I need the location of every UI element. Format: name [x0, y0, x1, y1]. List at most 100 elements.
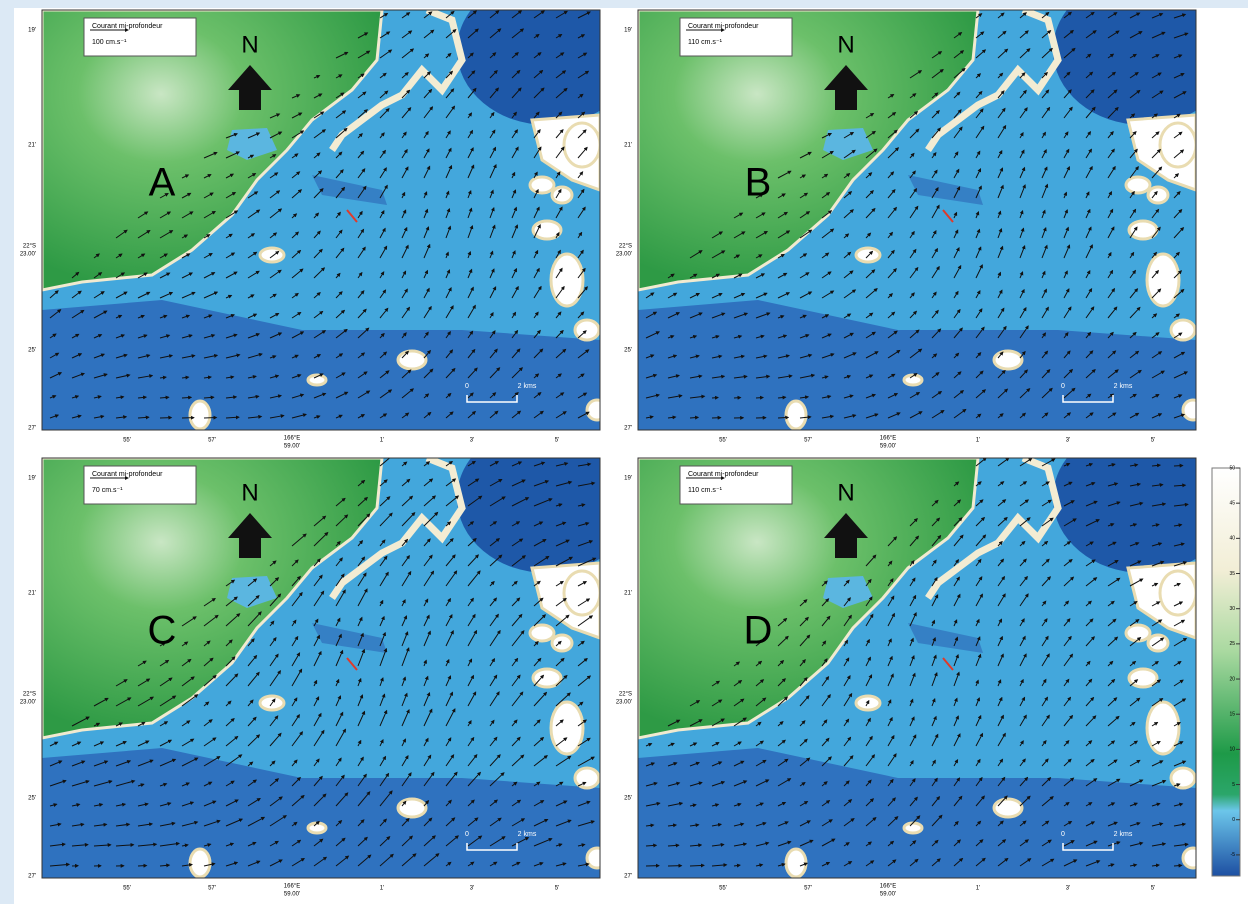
- reef-island: [551, 254, 583, 306]
- current-arrow: [756, 397, 763, 398]
- scale-start: 0: [465, 831, 469, 838]
- x-tick-label: 57': [804, 438, 812, 444]
- x-tick-label: 5': [1151, 886, 1155, 892]
- x-tick-label: 166°E: [880, 884, 896, 890]
- colorbar-tick-label: 35: [1229, 571, 1235, 577]
- reef-island: [786, 849, 806, 877]
- deep-basin: [1053, 423, 1233, 573]
- x-tick-label: 57': [208, 438, 216, 444]
- y-tick-label: 27': [28, 426, 36, 432]
- x-tick-label: 166°E: [284, 436, 300, 442]
- x-tick-label: 55': [719, 886, 727, 892]
- x-tick-label: 1': [976, 886, 980, 892]
- panel-label: A: [149, 161, 176, 205]
- colorbar-tick-label: 45: [1229, 501, 1235, 507]
- y-tick-label: 23.00': [616, 252, 632, 258]
- panel-label: C: [148, 609, 177, 653]
- reef-island: [1160, 571, 1196, 615]
- panel-label: B: [745, 161, 772, 205]
- x-tick-label: 1': [380, 886, 384, 892]
- legend-title: Courant mi-profondeur: [92, 23, 163, 30]
- y-tick-label: 22°S: [23, 244, 36, 250]
- x-tick-label: 57': [804, 886, 812, 892]
- compass-label: N: [241, 31, 258, 58]
- current-arrow: [690, 865, 704, 866]
- x-tick-label: 55': [719, 438, 727, 444]
- reef-island: [587, 400, 607, 420]
- legend-speed: 70 cm.s⁻¹: [92, 487, 123, 494]
- scale-end: 2 kms: [518, 383, 537, 390]
- y-tick-label: 23.00': [616, 700, 632, 706]
- y-tick-label: 19': [624, 476, 632, 482]
- x-tick-label: 57': [208, 886, 216, 892]
- reef-island: [856, 248, 880, 262]
- y-tick-label: 22°S: [619, 244, 632, 250]
- page-edge: [0, 0, 1248, 8]
- page: Courant mi-profondeur100 cm.s⁻¹NA02 kms1…: [0, 0, 1248, 904]
- reef-island: [1171, 320, 1195, 340]
- reef-island: [587, 848, 607, 868]
- y-tick-label: 19': [624, 28, 632, 34]
- panel-label: D: [744, 609, 773, 653]
- y-tick-label: 25': [624, 348, 632, 354]
- y-tick-label: 22°S: [619, 692, 632, 698]
- y-tick-label: 27': [624, 426, 632, 432]
- reef-island: [1126, 177, 1150, 193]
- current-arrow: [1174, 865, 1182, 866]
- reef-island: [1148, 187, 1168, 203]
- reef-island: [398, 799, 426, 817]
- y-tick-label: 19': [28, 28, 36, 34]
- y-tick-label: 22°S: [23, 692, 36, 698]
- y-tick-label: 25': [624, 796, 632, 802]
- x-tick-label: 5': [555, 438, 559, 444]
- legend-speed: 110 cm.s⁻¹: [688, 487, 723, 494]
- scale-start: 0: [465, 383, 469, 390]
- x-tick-label: 59.00': [284, 892, 300, 898]
- colorbar-tick-label: 10: [1229, 747, 1235, 753]
- colorbar-tick-label: 40: [1229, 536, 1235, 542]
- reef-island: [530, 177, 554, 193]
- x-tick-label: 59.00': [880, 444, 896, 450]
- x-tick-label: 1': [380, 438, 384, 444]
- y-tick-label: 25': [28, 796, 36, 802]
- reef-island: [530, 625, 554, 641]
- reef-island: [1160, 123, 1196, 167]
- reef-island: [564, 123, 600, 167]
- compass-label: N: [837, 31, 854, 58]
- colorbar-tick-label: 30: [1229, 606, 1235, 612]
- y-tick-label: 23.00': [20, 700, 36, 706]
- reef-island: [575, 768, 599, 788]
- reef-island: [1183, 848, 1203, 868]
- page-edge: [0, 0, 14, 904]
- legend-title: Courant mi-profondeur: [688, 471, 759, 478]
- x-tick-label: 3': [1066, 886, 1070, 892]
- x-tick-label: 59.00': [284, 444, 300, 450]
- x-tick-label: 3': [470, 438, 474, 444]
- y-tick-label: 27': [28, 874, 36, 880]
- current-arrow: [690, 417, 698, 418]
- x-tick-label: 55': [123, 886, 131, 892]
- reef-island: [260, 248, 284, 262]
- deep-basin: [457, 423, 637, 573]
- scale-end: 2 kms: [1114, 831, 1133, 838]
- x-tick-label: 166°E: [880, 436, 896, 442]
- scale-end: 2 kms: [518, 831, 537, 838]
- colorbar-tick-label: 15: [1229, 712, 1235, 718]
- x-tick-label: 55': [123, 438, 131, 444]
- legend-title: Courant mi-profondeur: [688, 23, 759, 30]
- reef-island: [564, 571, 600, 615]
- colorbar-scale: [1212, 468, 1240, 876]
- y-tick-label: 21': [28, 143, 36, 149]
- compass-label: N: [241, 479, 258, 506]
- y-tick-label: 23.00': [20, 252, 36, 258]
- scale-start: 0: [1061, 831, 1065, 838]
- y-tick-label: 27': [624, 874, 632, 880]
- scale-start: 0: [1061, 383, 1065, 390]
- reef-island: [1171, 768, 1195, 788]
- reef-island: [994, 799, 1022, 817]
- x-tick-label: 59.00': [880, 892, 896, 898]
- colorbar-tick-label: 25: [1229, 641, 1235, 647]
